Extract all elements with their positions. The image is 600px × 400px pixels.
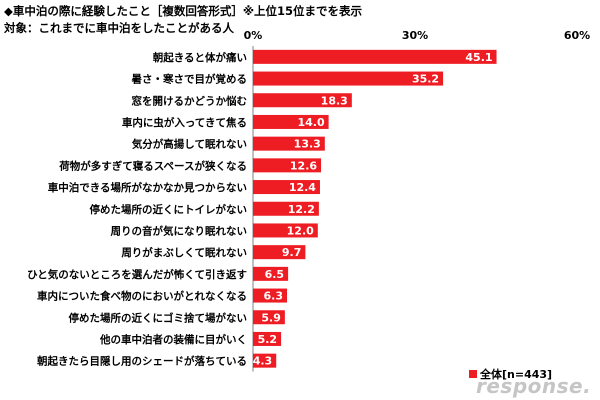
- legend-swatch: [469, 370, 477, 378]
- bar: [253, 71, 444, 86]
- bar: [253, 93, 352, 108]
- bar: [253, 266, 289, 281]
- legend: 全体[n=443]: [469, 366, 552, 382]
- chart-title: ◆車中泊の際に経験したこと［複数回答形式］※上位15位までを表示: [4, 4, 363, 18]
- data-label: 5.9: [261, 311, 281, 324]
- bar: [253, 331, 282, 346]
- x-tick-label: 30%: [402, 29, 428, 42]
- bar: [253, 49, 497, 64]
- data-label: 18.3: [321, 94, 348, 107]
- category-label: 荷物が多すぎて寝るスペースが狭くなる: [58, 159, 247, 172]
- legend-label: 全体[n=443]: [480, 368, 553, 381]
- bar: [253, 114, 329, 129]
- data-label: 5.2: [258, 333, 278, 346]
- data-label: 6.3: [264, 290, 284, 303]
- data-label: 9.7: [282, 246, 302, 259]
- bar: [253, 180, 320, 195]
- data-label: 12.6: [290, 159, 317, 172]
- category-label: 朝起きたら目隠し用のシェードが落ちている: [37, 355, 247, 368]
- bar: [253, 136, 325, 151]
- category-label: 車内に虫が入ってきて焦る: [122, 116, 247, 129]
- category-label: 車中泊できる場所がなかなか見つからない: [48, 181, 247, 194]
- watermark-logo: response.: [476, 374, 592, 398]
- category-label: 他の車中泊者の装備に目がいく: [99, 333, 247, 346]
- chart-subtitle: 対象：これまでに車中泊をしたことがある人: [4, 21, 234, 35]
- category-label: 暑さ・寒さで目が覚める: [132, 73, 248, 86]
- data-label: 12.4: [289, 181, 316, 194]
- category-label: 周りがまぶしくて眠れない: [121, 246, 247, 259]
- x-tick-label: 0%: [244, 29, 263, 42]
- category-label: 周りの音が気になり眠れない: [111, 224, 248, 237]
- data-label: 4.3: [253, 355, 273, 368]
- category-label: 気分が高揚して眠れない: [131, 138, 247, 151]
- bar: [253, 353, 277, 368]
- data-label: 45.1: [465, 51, 492, 64]
- category-label: 停めた場所の近くにゴミ捨て場がない: [69, 311, 248, 324]
- data-label: 12.2: [288, 203, 315, 216]
- bar: [253, 288, 288, 303]
- category-label: 車内についた食べ物のにおいがとれなくなる: [37, 290, 247, 303]
- category-label: 停めた場所の近くにトイレがない: [90, 203, 248, 216]
- data-label: 6.5: [265, 268, 285, 281]
- data-label: 13.3: [294, 138, 321, 151]
- category-label: 窓を開けるかどうか悩む: [132, 94, 248, 107]
- category-label: 朝起きると体が痛い: [153, 51, 247, 64]
- category-label: ひと気のないところを選んだが怖くて引き返す: [27, 268, 247, 281]
- bar: [253, 245, 306, 260]
- data-label: 14.0: [297, 116, 324, 129]
- data-label: 35.2: [412, 73, 439, 86]
- bar: [253, 201, 319, 216]
- data-label: 12.0: [287, 224, 314, 237]
- bar: [253, 158, 322, 173]
- x-tick-label: 60%: [564, 29, 590, 42]
- bar: [253, 223, 318, 238]
- bar: [253, 310, 285, 325]
